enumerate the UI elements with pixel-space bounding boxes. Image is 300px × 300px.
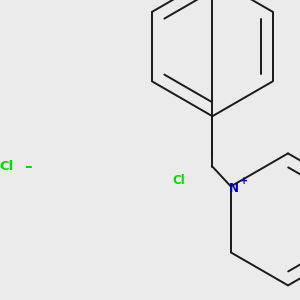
Text: N: N [229,182,239,195]
Text: +: + [240,176,248,186]
Text: –: – [24,159,32,174]
Text: Cl: Cl [172,175,185,188]
Text: Cl: Cl [0,160,13,173]
